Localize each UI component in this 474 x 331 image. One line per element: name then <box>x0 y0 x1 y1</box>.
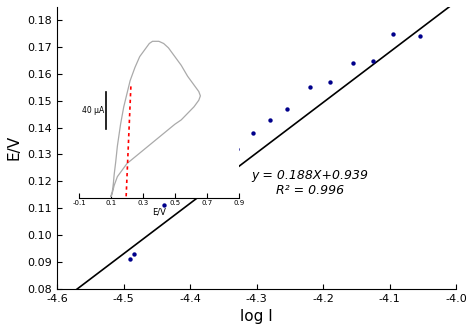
Point <box>416 34 423 39</box>
Point <box>266 117 274 122</box>
Point <box>233 147 240 152</box>
Point <box>216 155 224 160</box>
Point <box>389 31 397 36</box>
Text: y = 0.188X+0.939
R² = 0.996: y = 0.188X+0.939 R² = 0.996 <box>251 169 368 197</box>
Point <box>283 106 291 112</box>
Point <box>369 58 377 63</box>
Point <box>326 79 334 85</box>
Point <box>196 163 204 168</box>
Point <box>127 257 134 262</box>
Point <box>249 130 257 136</box>
Point <box>306 85 314 90</box>
Y-axis label: E/V: E/V <box>7 135 22 160</box>
X-axis label: log I: log I <box>240 309 273 324</box>
Point <box>160 203 167 208</box>
Point <box>130 251 137 257</box>
Point <box>349 61 357 66</box>
Point <box>180 181 187 187</box>
